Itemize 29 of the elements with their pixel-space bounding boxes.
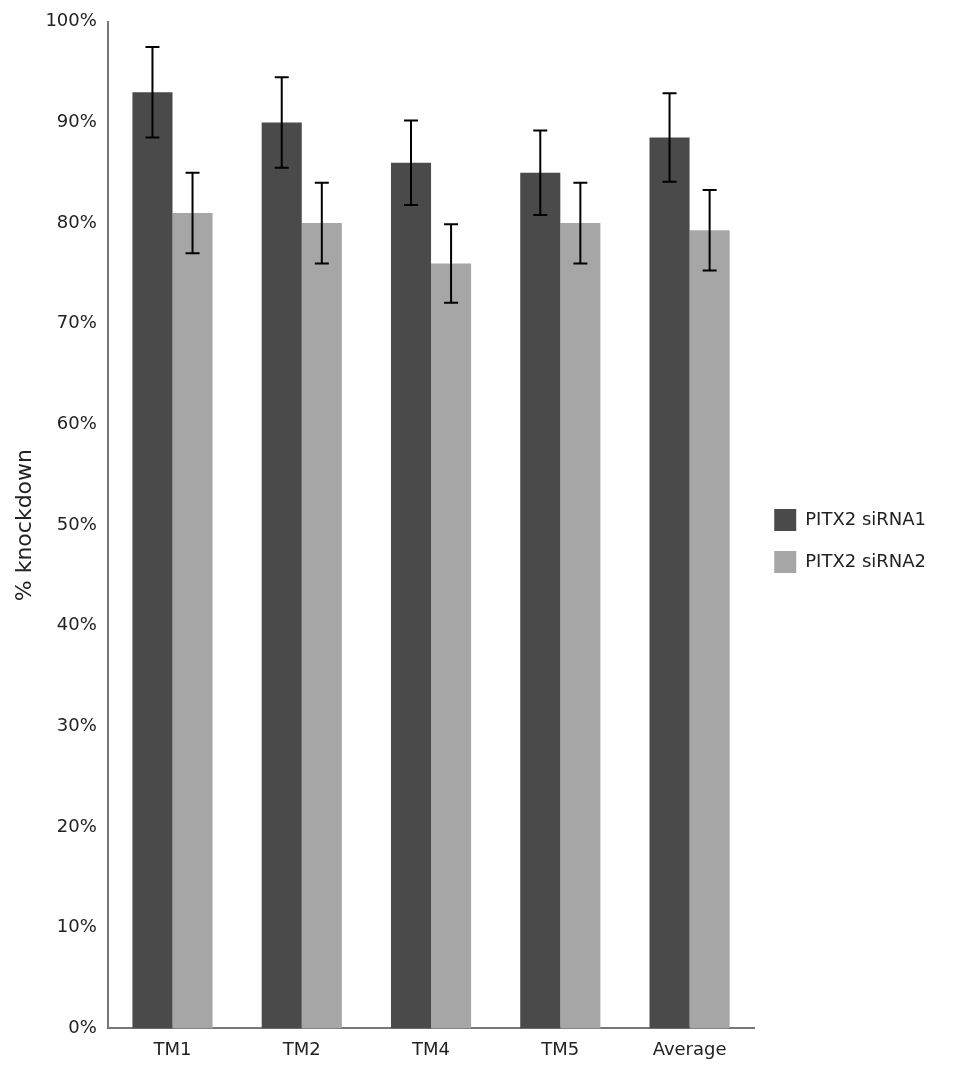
y-tick-label: 40% bbox=[56, 613, 97, 635]
y-axis-title: % knockdown bbox=[10, 448, 36, 602]
legend-label: PITX2 siRNA1 bbox=[805, 507, 926, 529]
bar bbox=[560, 223, 601, 1029]
y-tick-label: 60% bbox=[56, 412, 97, 434]
y-tick-label: 20% bbox=[56, 814, 97, 836]
y-tick-label: 80% bbox=[56, 210, 97, 232]
bar bbox=[301, 223, 342, 1029]
y-tick-label: 70% bbox=[56, 311, 97, 333]
x-tick-label: TM5 bbox=[540, 1037, 580, 1059]
y-tick-label: 30% bbox=[56, 714, 97, 736]
bar bbox=[261, 122, 302, 1029]
y-tick-label: 90% bbox=[56, 110, 97, 132]
x-tick-label: Average bbox=[652, 1037, 727, 1059]
x-tick-label: TM4 bbox=[411, 1037, 451, 1059]
bar bbox=[172, 213, 213, 1029]
x-tick-label: TM2 bbox=[281, 1037, 321, 1059]
bar bbox=[390, 162, 432, 1029]
legend-label: PITX2 siRNA2 bbox=[805, 549, 926, 571]
y-tick-label: 100% bbox=[45, 9, 97, 31]
bar bbox=[132, 92, 173, 1029]
y-tick-label: 50% bbox=[56, 512, 97, 534]
bar bbox=[689, 230, 730, 1029]
y-tick-label: 0% bbox=[68, 1016, 97, 1038]
bar bbox=[520, 172, 561, 1029]
y-tick-label: 10% bbox=[56, 915, 97, 937]
bar bbox=[431, 263, 472, 1029]
x-tick-label: TM1 bbox=[152, 1037, 192, 1059]
bar bbox=[649, 137, 690, 1029]
